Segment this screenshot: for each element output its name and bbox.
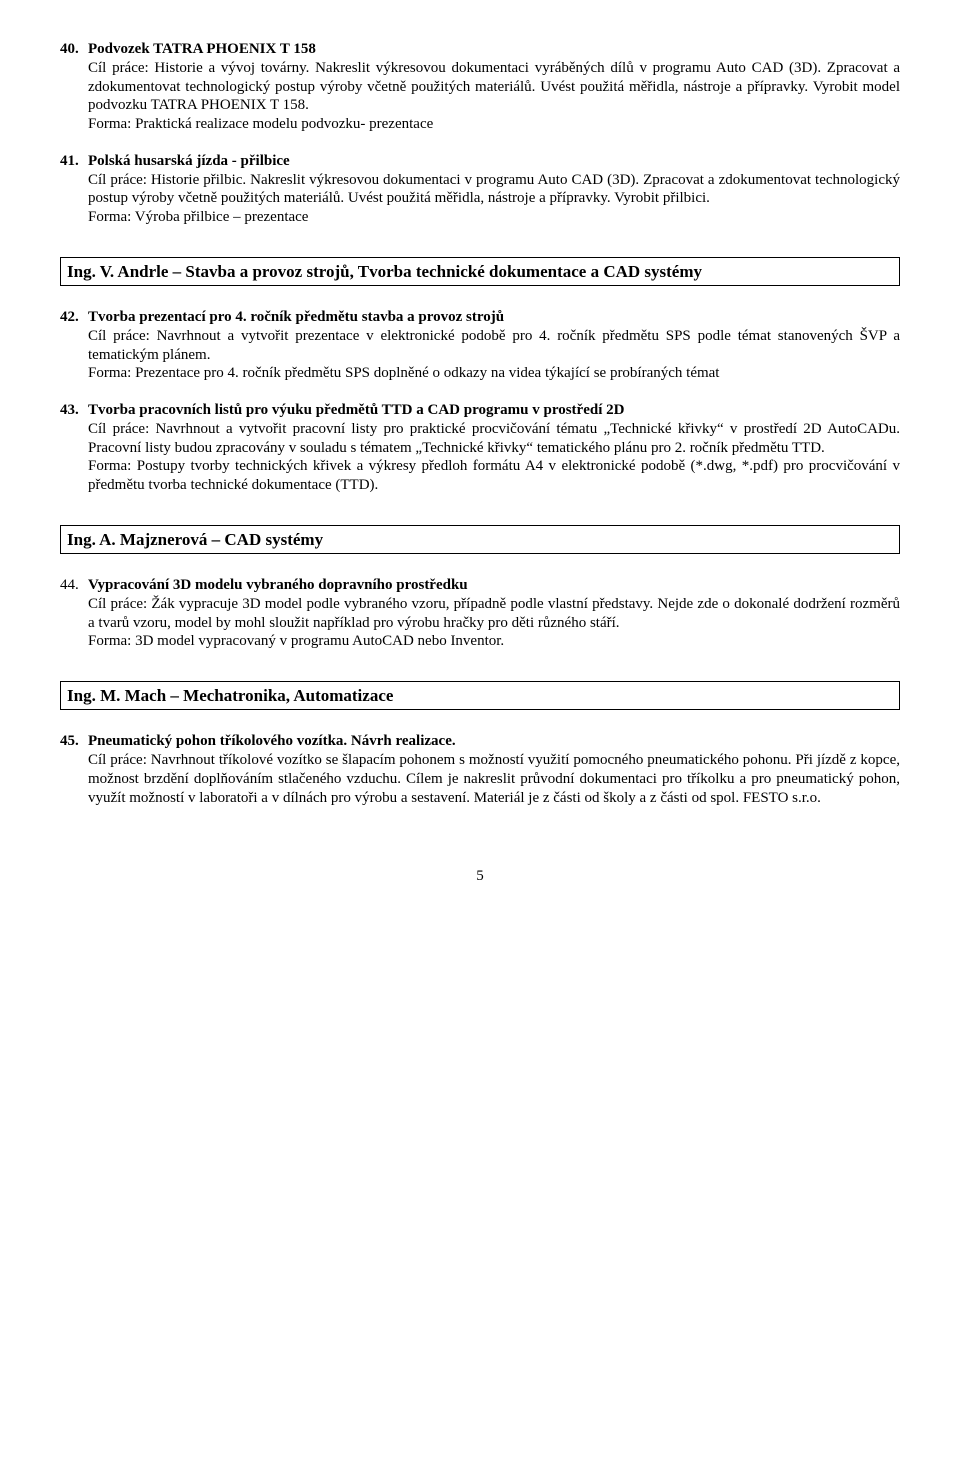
item-body: Cíl práce: Historie a vývoj továrny. Nak… <box>88 59 900 134</box>
list-item-40: 40. Podvozek TATRA PHOENIX T 158 Cíl prá… <box>60 40 900 134</box>
item-body: Cíl práce: Navrhnout tříkolové vozítko s… <box>88 751 900 807</box>
list-item-44: 44. Vypracování 3D modelu vybraného dopr… <box>60 576 900 651</box>
section-heading-mach: Ing. M. Mach – Mechatronika, Automatizac… <box>60 681 900 710</box>
list-item-43: 43. Tvorba pracovních listů pro výuku př… <box>60 401 900 495</box>
list-item-42: 42. Tvorba prezentací pro 4. ročník před… <box>60 308 900 383</box>
item-number: 42. <box>60 308 88 327</box>
section-heading-majznerova: Ing. A. Majznerová – CAD systémy <box>60 525 900 554</box>
item-number: 44. <box>60 576 88 595</box>
item-body: Cíl práce: Navrhnout a vytvořit pracovní… <box>88 420 900 495</box>
item-body: Cíl práce: Historie přilbic. Nakreslit v… <box>88 171 900 227</box>
item-body: Cíl práce: Navrhnout a vytvořit prezenta… <box>88 327 900 383</box>
item-title: Vypracování 3D modelu vybraného dopravní… <box>88 576 468 595</box>
item-number: 40. <box>60 40 88 59</box>
list-item-41: 41. Polská husarská jízda - přilbice Cíl… <box>60 152 900 227</box>
item-title: Pneumatický pohon tříkolového vozítka. N… <box>88 732 456 751</box>
item-title: Tvorba prezentací pro 4. ročník předmětu… <box>88 308 504 327</box>
page-number: 5 <box>60 867 900 886</box>
item-body: Cíl práce: Žák vypracuje 3D model podle … <box>88 595 900 651</box>
item-number: 41. <box>60 152 88 171</box>
item-title: Podvozek TATRA PHOENIX T 158 <box>88 40 316 59</box>
item-number: 45. <box>60 732 88 751</box>
item-number: 43. <box>60 401 88 420</box>
item-title: Tvorba pracovních listů pro výuku předmě… <box>88 401 624 420</box>
section-heading-andrle: Ing. V. Andrle – Stavba a provoz strojů,… <box>60 257 900 286</box>
item-title: Polská husarská jízda - přilbice <box>88 152 290 171</box>
list-item-45: 45. Pneumatický pohon tříkolového vozítk… <box>60 732 900 807</box>
